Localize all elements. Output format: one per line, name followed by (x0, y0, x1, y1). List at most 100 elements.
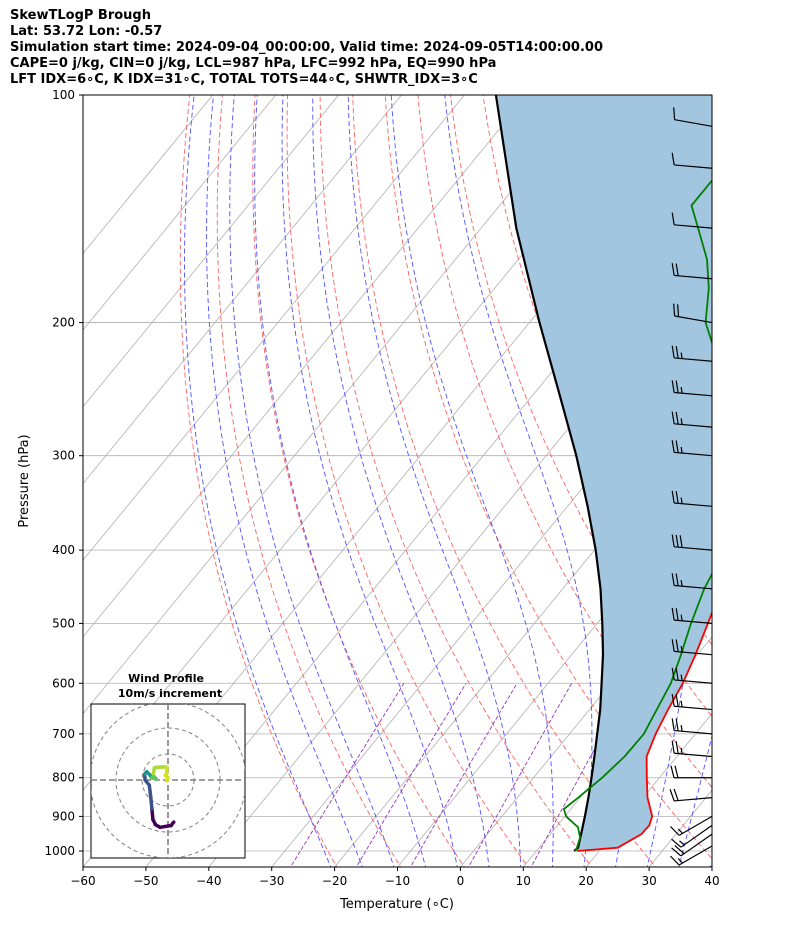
moist-adiabat (254, 95, 427, 867)
chart-title: SkewTLogP Brough (10, 8, 151, 23)
moist-adiabat (206, 95, 363, 867)
moist-adiabat (709, 859, 712, 867)
y-tick-label: 100 (52, 88, 75, 102)
temperature-line (577, 610, 712, 852)
dry-adiabat (216, 95, 402, 867)
hodograph-segment (148, 793, 154, 811)
x-tick-label: −40 (196, 874, 221, 888)
plot-area (83, 78, 794, 870)
hodograph-segment (158, 823, 173, 830)
wind-barb (671, 824, 713, 848)
isotherm-line (208, 252, 712, 867)
wind-barb (671, 534, 713, 551)
cape-line: CAPE=0 j/kg, CIN=0 j/kg, LCL=987 hPa, LF… (10, 56, 497, 71)
wind-barb (670, 845, 713, 866)
isotherm-line (711, 866, 712, 867)
time-line: Simulation start time: 2024-09-04_00:00:… (10, 40, 603, 55)
wind-barb (671, 263, 713, 280)
moist-adiabat (229, 95, 395, 867)
y-tick-label: 500 (52, 616, 75, 630)
x-tick-label: −20 (322, 874, 347, 888)
dry-adiabat (710, 95, 712, 99)
wind-barb (670, 765, 712, 779)
mixing-ratio-line (467, 683, 573, 867)
mixing-ratio-line (530, 683, 631, 867)
x-tick-label: 20 (579, 874, 594, 888)
x-tick-label: 40 (704, 874, 719, 888)
hodograph: Wind Profile 10m/s increment (90, 672, 246, 859)
wind-barb (671, 573, 713, 590)
isotherm-line (83, 95, 465, 561)
isotherm-line (83, 95, 402, 485)
isotherm-line (585, 712, 712, 867)
x-tick-label: −10 (385, 874, 410, 888)
wind-barb (669, 788, 713, 802)
hodograph-title: Wind Profile (128, 672, 204, 685)
wind-barb (671, 693, 713, 711)
index-line: LFT IDX=6∘C, K IDX=31∘C, TOTAL TOTS=44∘C… (10, 72, 478, 87)
moist-adiabat (347, 95, 522, 867)
y-tick-label: 900 (52, 809, 75, 823)
wind-barb (671, 212, 713, 229)
dry-adiabat (384, 95, 712, 860)
y-axis-label: Pressure (hPa) (17, 434, 32, 527)
location-line: Lat: 53.72 Lon: -0.57 (10, 24, 163, 39)
wind-barb (671, 667, 713, 684)
dry-adiabat (179, 95, 338, 867)
hodograph-segment (164, 776, 170, 783)
isotherm-line (397, 482, 712, 867)
y-tick-label: 400 (52, 543, 75, 557)
wind-barb (670, 815, 713, 836)
parcel-line (494, 95, 605, 852)
wind-barb (671, 607, 713, 625)
isotherm-line (83, 95, 528, 638)
isotherm-line (775, 95, 794, 867)
wind-barb (671, 440, 713, 457)
moist-adiabat (312, 95, 490, 867)
wind-barb (671, 833, 713, 857)
dry-adiabat (352, 95, 657, 867)
cape-shading (495, 95, 712, 851)
y-tick-label: 200 (52, 316, 75, 330)
isotherm-line (83, 95, 591, 715)
dry-adiabat (252, 95, 465, 867)
moist-adiabat (444, 95, 593, 867)
moist-adiabat (184, 95, 332, 867)
y-tick-label: 700 (52, 727, 75, 741)
dry-adiabat (770, 78, 794, 870)
axis-ticks: −60 −50 −40 −30 −20 −10 0 10 20 30 40 100 200 300 400 5… (44, 88, 719, 888)
isotherm-line (83, 95, 277, 331)
x-axis-label: Temperature (∘C) (339, 897, 454, 912)
hodograph-subtitle: 10m/s increment (118, 687, 222, 700)
isotherm-line (460, 559, 712, 867)
x-tick-label: 0 (457, 874, 465, 888)
wind-barb (671, 152, 713, 169)
hodograph-plot (91, 704, 245, 858)
chart-header: SkewTLogP Brough Lat: 53.72 Lon: -0.57 S… (10, 8, 603, 88)
dry-adiabat (738, 78, 794, 870)
isotherm-line (83, 95, 339, 408)
wind-barbs (669, 107, 713, 866)
dewpoint-line (563, 179, 712, 852)
dry-adiabat (286, 95, 529, 867)
wind-barb (673, 303, 713, 324)
mixing-ratio-line (409, 683, 518, 867)
wind-barb (671, 380, 713, 397)
wind-barb (671, 639, 713, 656)
x-tick-label: 10 (516, 874, 531, 888)
hodograph-segment (150, 806, 155, 822)
wind-barb (671, 718, 713, 735)
x-tick-label: −30 (259, 874, 284, 888)
wind-barb (671, 740, 713, 758)
y-tick-label: 300 (52, 449, 75, 463)
wind-barb (671, 490, 713, 507)
wind-barb (671, 345, 713, 362)
mixing-ratio-line (290, 683, 405, 867)
moist-adiabat (281, 95, 458, 867)
x-tick-label: −50 (133, 874, 158, 888)
mixing-ratio-line (355, 683, 467, 867)
y-tick-label: 1000 (44, 844, 75, 858)
x-tick-label: −60 (70, 874, 95, 888)
wind-barb (671, 411, 713, 428)
